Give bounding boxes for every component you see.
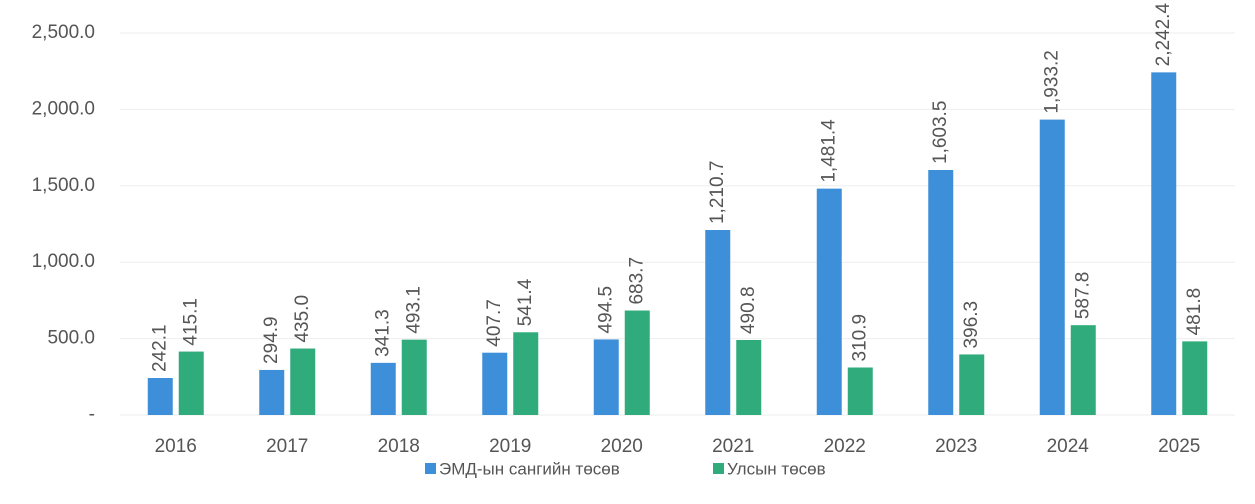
value-label: 1,603.5 — [930, 101, 951, 164]
bar — [624, 310, 650, 415]
value-label: 2,242.4 — [1153, 3, 1174, 67]
bar — [370, 362, 396, 415]
value-label: 396.3 — [961, 301, 982, 349]
legend-swatch — [425, 463, 436, 474]
value-label: 587.8 — [1072, 272, 1093, 320]
value-label: 294.9 — [261, 316, 282, 364]
x-tick-label: 2018 — [378, 436, 420, 457]
legend-label: Улсын төсөв — [727, 459, 826, 478]
x-tick-label: 2025 — [1158, 436, 1200, 457]
bar — [401, 339, 427, 415]
value-label: 1,210.7 — [707, 161, 728, 224]
value-label: 415.1 — [180, 298, 201, 346]
x-tick-label: 2022 — [824, 436, 866, 457]
bar — [816, 188, 842, 415]
value-label: 242.1 — [149, 324, 170, 372]
y-tick-label: 2,500.0 — [32, 22, 95, 43]
bar — [959, 354, 985, 415]
x-tick-label: 2023 — [935, 436, 977, 457]
value-label: 490.8 — [738, 286, 759, 334]
bar — [482, 352, 508, 415]
value-label: 493.1 — [403, 286, 424, 334]
value-label: 683.7 — [626, 257, 647, 305]
value-label: 310.9 — [849, 314, 870, 362]
value-label: 435.0 — [292, 295, 313, 343]
bar — [290, 348, 316, 415]
x-tick-label: 2021 — [712, 436, 754, 457]
bar — [1182, 341, 1208, 415]
value-label: 1,481.4 — [818, 119, 839, 183]
y-tick-label: 1,000.0 — [32, 251, 95, 272]
bar — [928, 169, 954, 415]
bar — [259, 369, 285, 415]
value-label: 541.4 — [515, 278, 536, 326]
value-label: 494.5 — [595, 286, 616, 334]
x-tick-label: 2020 — [601, 436, 643, 457]
y-tick-label: 1,500.0 — [32, 175, 95, 196]
value-label: 1,933.2 — [1041, 50, 1062, 113]
x-tick-label: 2016 — [155, 436, 197, 457]
bar — [1039, 119, 1065, 415]
x-tick-label: 2019 — [489, 436, 531, 457]
x-tick-label: 2017 — [266, 436, 308, 457]
bar — [1151, 72, 1177, 416]
legend-swatch — [713, 463, 724, 474]
bar — [178, 351, 204, 415]
y-tick-label: 500.0 — [47, 328, 95, 349]
value-label: 481.8 — [1184, 288, 1205, 336]
y-tick-label: 2,000.0 — [32, 98, 95, 119]
bar — [705, 230, 731, 415]
bar — [736, 340, 762, 415]
value-label: 407.7 — [484, 299, 505, 347]
value-label: 341.3 — [372, 309, 393, 357]
bar — [847, 367, 873, 415]
bar — [1070, 325, 1096, 415]
x-tick-label: 2024 — [1047, 436, 1090, 457]
legend-label: ЭМД-ын сангийн төсөв — [439, 459, 620, 478]
y-tick-label: - — [89, 404, 95, 425]
bar — [593, 339, 619, 415]
bar — [513, 332, 539, 415]
bar — [147, 378, 173, 415]
